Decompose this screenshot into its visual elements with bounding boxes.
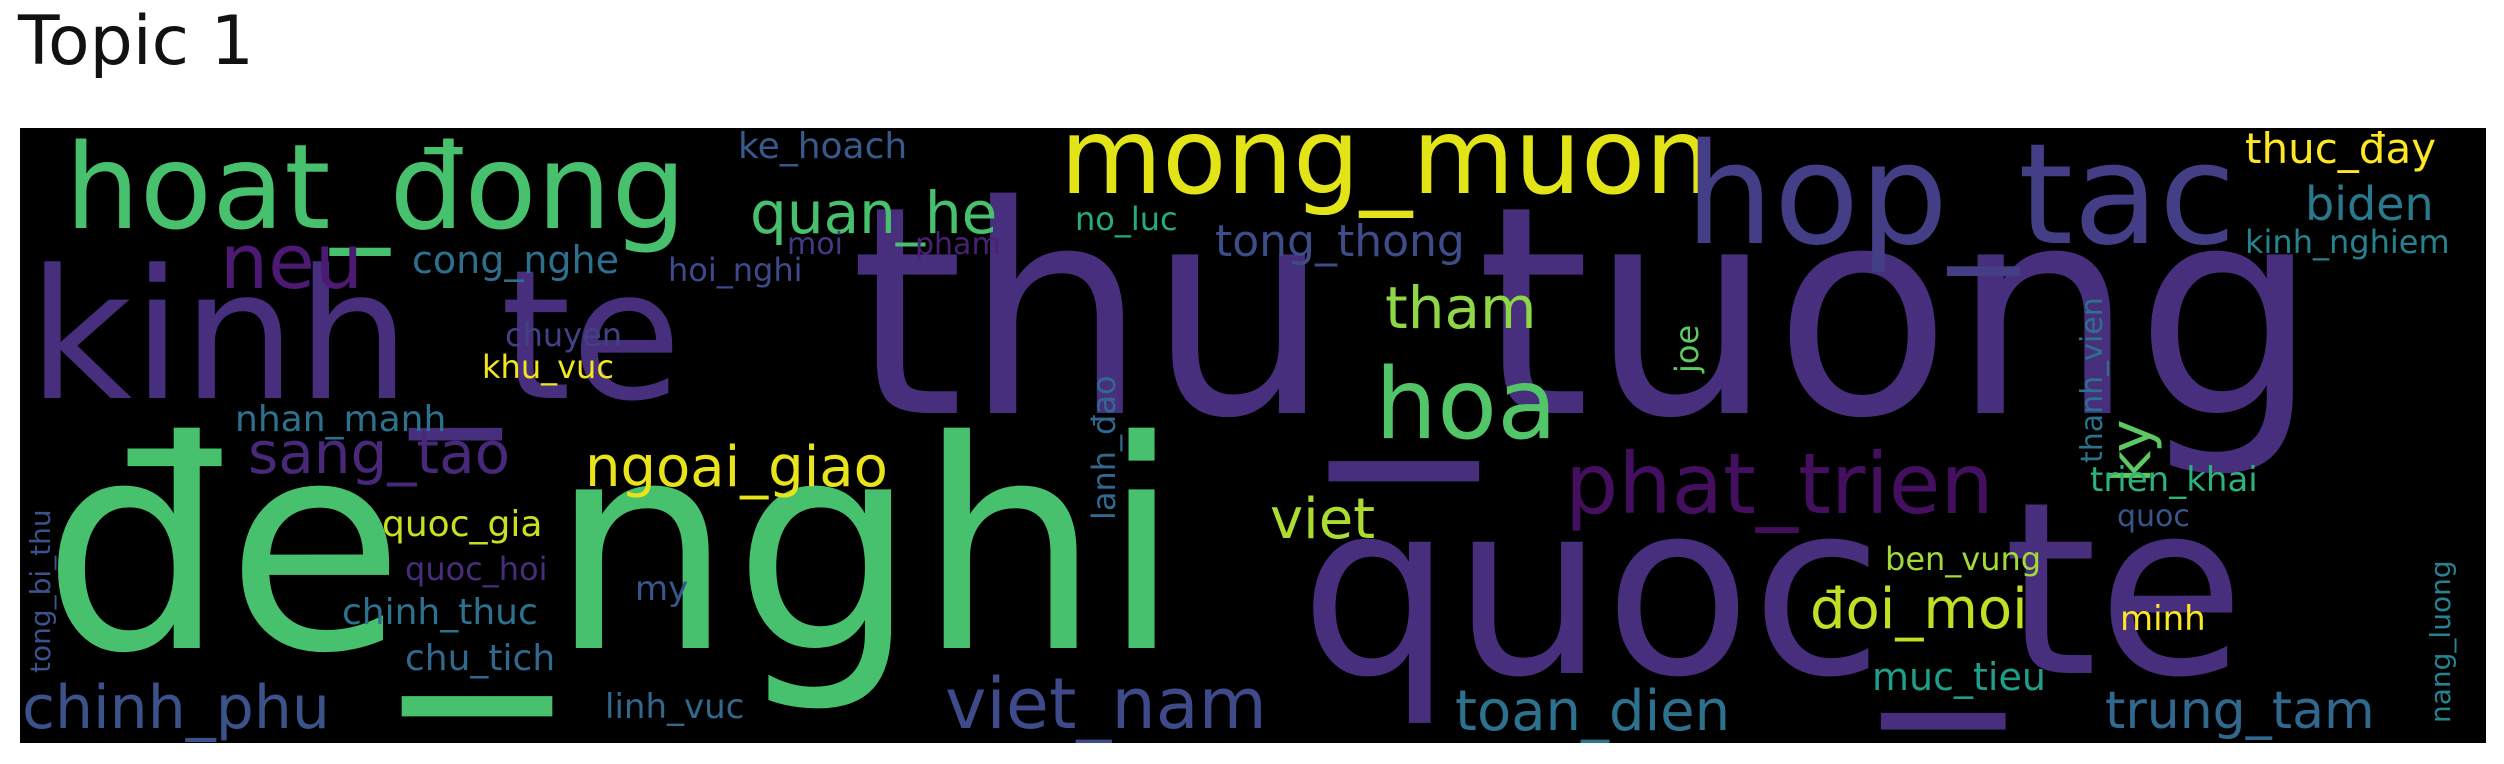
- cloud-word-no-luc: no_luc: [1075, 200, 1178, 238]
- cloud-word-hoa: hoa: [1375, 348, 1557, 462]
- cloud-word-kinh-nghiem: kinh_nghiem: [2245, 223, 2450, 261]
- cloud-word-phat-trien: phat_trien: [1565, 435, 1994, 533]
- chart-title: Topic 1: [18, 2, 254, 81]
- cloud-word-thu-tuong: thu_tuong: [850, 145, 2319, 486]
- cloud-word-hop-tac: hop_tac: [1685, 128, 2236, 277]
- cloud-word-hoi-nghi: hoi_nghi: [668, 251, 803, 289]
- cloud-word-mong-muon: mong_muon: [1060, 128, 1712, 218]
- cloud-word-tong-thong: tong_thong: [1215, 216, 1465, 267]
- cloud-word-chuyen: chuyen: [505, 316, 622, 354]
- cloud-word-thanh-vien: thanh_vien: [2075, 297, 2110, 463]
- cloud-word-viet-nam: viet_nam: [945, 663, 1267, 743]
- cloud-word-nang-luong: nang_luong: [2424, 560, 2457, 723]
- cloud-word-viet: viet: [1270, 487, 1375, 552]
- cloud-word-kinh-te: kinh_te: [28, 232, 682, 441]
- cloud-word-tham: tham: [1385, 274, 1537, 342]
- cloud-word-hoat-đong: hoat_đong: [65, 128, 686, 256]
- word-cloud-panel: thu_tuong đe_nghi kinh_te quoc_te hoat_đong m…: [20, 128, 2486, 743]
- cloud-word-ngoai-giao: ngoai_giao: [585, 435, 888, 500]
- cloud-word-biden: biden: [2305, 177, 2434, 231]
- cloud-word-quoc-te: quoc_te: [1300, 450, 2245, 730]
- cloud-word-quoc-hoi: quoc_hoi: [405, 550, 548, 588]
- cloud-word-cong-nghe: cong_nghe: [412, 238, 619, 282]
- cloud-word-quoc: quoc: [2117, 499, 2190, 534]
- cloud-word-chinh-thuc: chinh_thuc: [342, 592, 538, 633]
- cloud-word-chinh-phu: chinh_phu: [22, 673, 330, 743]
- cloud-word-tong-bi-thu: tong_bi_thu: [24, 509, 57, 673]
- cloud-word-ky: ky: [2099, 419, 2164, 483]
- cloud-word-ke-hoach: ke_hoach: [738, 128, 907, 167]
- cloud-word-my: my: [635, 569, 688, 609]
- cloud-word-trung-tam: trung_tam: [2105, 681, 2375, 741]
- cloud-word-pham: pham: [915, 227, 1001, 262]
- cloud-word-toan-dien: toan_dien: [1455, 679, 1730, 743]
- cloud-word-đoi-moi: đoi_moi: [1810, 577, 2028, 642]
- cloud-word-lanh-đao: lanh_đao: [1085, 375, 1123, 520]
- cloud-word-sang-tao: sang_tao: [248, 419, 510, 487]
- cloud-word-minh: minh: [2120, 599, 2206, 639]
- cloud-word-nhan-manh: nhan_manh: [235, 399, 446, 440]
- cloud-word-muc-tieu: muc_tieu: [1872, 655, 2046, 699]
- cloud-background: [20, 128, 2486, 743]
- cloud-word-neu: neu: [220, 217, 363, 306]
- cloud-word-thuc-đay: thuc_đay: [2245, 128, 2436, 173]
- cloud-word-trien-khai: trien_khai: [2090, 460, 2258, 500]
- cloud-word-joe: joe: [1668, 325, 1706, 374]
- cloud-word-quan-he: quan_he: [750, 179, 997, 247]
- cloud-word-quoc-gia: quoc_gia: [382, 504, 542, 545]
- cloud-word-ben-vung: ben_vung: [1885, 540, 2041, 578]
- cloud-word-đe-nghi: đe_nghi: [42, 380, 1182, 721]
- cloud-word-chu-tich: chu_tich: [405, 638, 555, 679]
- cloud-word-linh-vuc: linh_vuc: [605, 687, 744, 727]
- cloud-word-khu-vuc: khu_vuc: [482, 348, 614, 386]
- cloud-word-moi: moi: [787, 227, 843, 262]
